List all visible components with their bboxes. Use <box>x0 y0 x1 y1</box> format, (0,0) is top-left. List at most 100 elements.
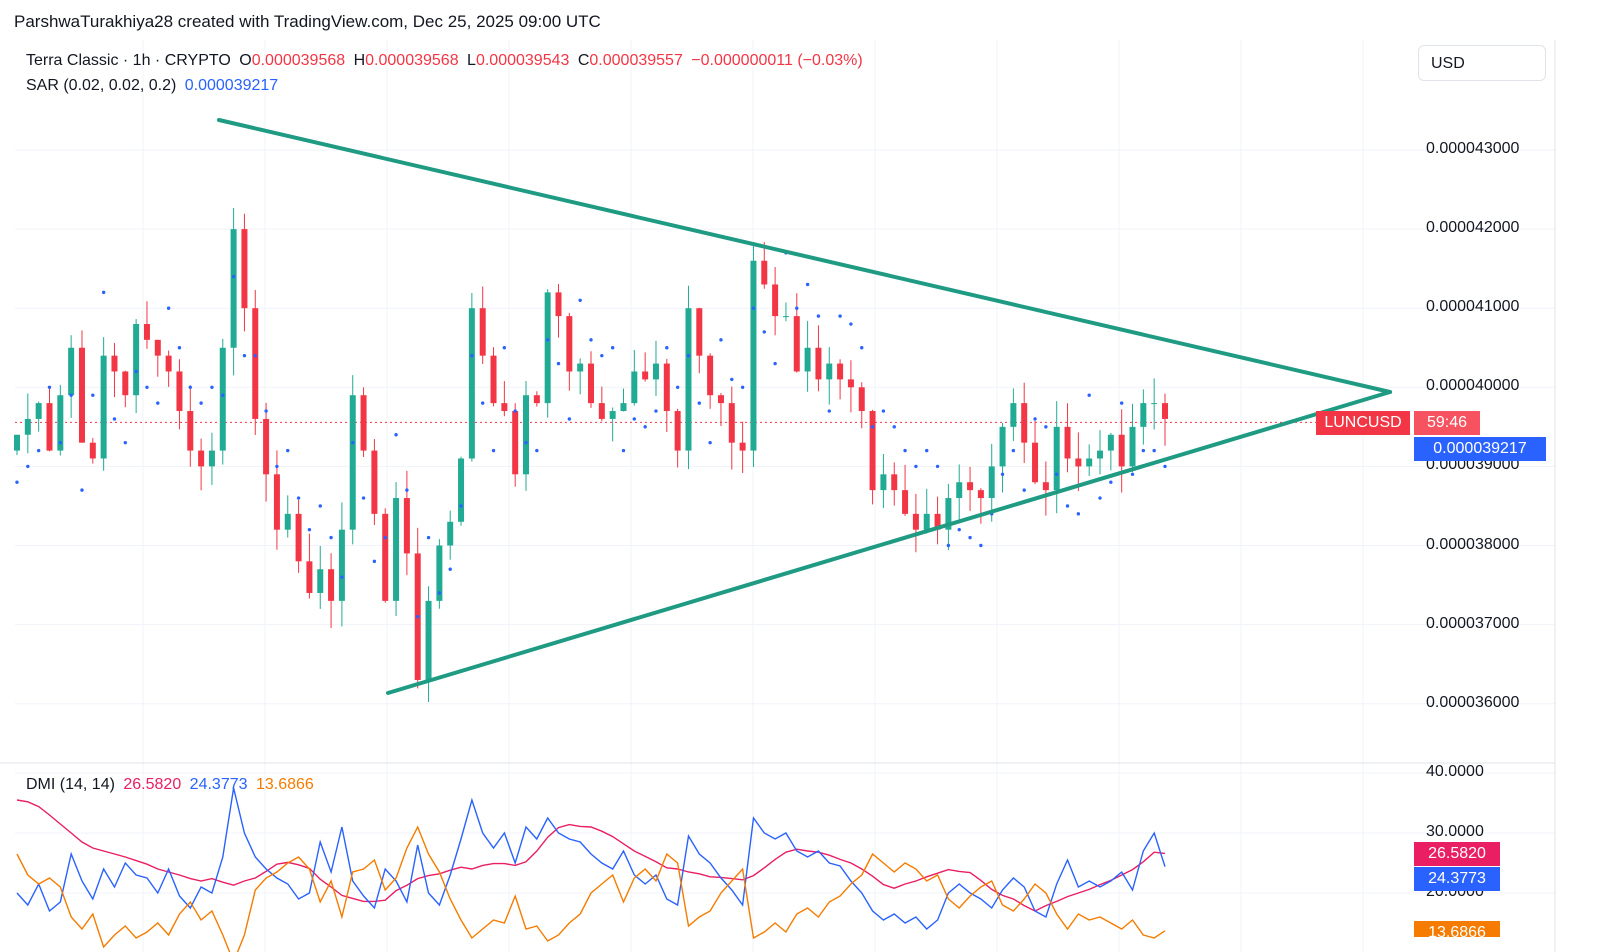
candle-body <box>458 458 465 522</box>
candle-body <box>1032 442 1039 483</box>
candle-body <box>533 395 540 404</box>
candle-body <box>328 569 335 601</box>
candle-body <box>133 324 140 396</box>
candle-body <box>988 466 995 499</box>
close-value: 0.000039557 <box>589 52 683 69</box>
sar-dot <box>26 464 30 469</box>
dmi-adx-badge: 26.5820 <box>1414 842 1500 866</box>
sar-dot <box>199 401 203 405</box>
upper-trendline[interactable] <box>217 118 1392 394</box>
sar-dot <box>480 401 485 405</box>
candle-body <box>717 395 724 404</box>
candle-body <box>544 292 551 404</box>
dmi-line-di <box>16 825 1166 952</box>
dmi-label: DMI (14, 14) <box>26 776 115 793</box>
sar-dot <box>15 480 19 484</box>
sar-dot <box>351 440 355 445</box>
candle-body <box>588 363 594 404</box>
sar-dot <box>307 527 312 532</box>
price-tick-label: 0.000042000 <box>1426 219 1520 237</box>
sar-dot <box>838 314 842 318</box>
candle-body <box>263 418 270 475</box>
sar-dot <box>935 464 940 469</box>
sar-dot <box>805 282 810 287</box>
candle-body <box>176 371 183 412</box>
sar-dot <box>221 393 225 397</box>
candle-body <box>1151 403 1158 405</box>
high-label: H <box>353 52 366 69</box>
countdown-badge: 59:46 <box>1414 411 1480 435</box>
open-label: O <box>239 52 252 69</box>
sar-dot <box>101 290 106 295</box>
candle-body <box>273 474 280 530</box>
sar-dot <box>600 353 604 358</box>
change-value: −0.000000011 (−0.03%) <box>691 52 863 69</box>
sar-dot <box>1098 496 1102 500</box>
lower-trendline[interactable] <box>386 390 1392 695</box>
close-label: C <box>577 52 590 69</box>
candle-body <box>631 371 638 404</box>
candle-body <box>1107 434 1114 451</box>
sar-dot <box>69 393 73 397</box>
candle-body <box>436 545 443 601</box>
sar-dot <box>1163 464 1167 469</box>
candle-body <box>349 395 356 530</box>
currency-selector[interactable]: USD <box>1418 45 1546 81</box>
sar-dot <box>91 393 95 397</box>
trendlines-layer[interactable] <box>217 118 1392 695</box>
candle-body <box>165 355 172 372</box>
sar-dot <box>1087 393 1091 397</box>
candle-body <box>198 450 205 467</box>
sar-price-badge: 0.000039217 <box>1414 437 1546 461</box>
high-value: 0.000039568 <box>365 52 459 69</box>
sar-dot <box>47 385 52 389</box>
candle-body <box>230 229 237 348</box>
sar-dot <box>470 353 474 358</box>
sar-dot <box>762 330 766 334</box>
candle-body <box>761 260 768 285</box>
candle-body <box>501 403 508 412</box>
candle-body <box>782 316 789 318</box>
candle-body <box>479 308 486 356</box>
sar-dot <box>394 433 398 437</box>
sar-dot <box>524 440 528 445</box>
sar-dot <box>632 417 637 421</box>
candle-body <box>403 498 410 554</box>
sar-dots-layer <box>15 251 1167 619</box>
candle-body <box>566 316 573 372</box>
sar-dot <box>1141 448 1146 453</box>
sar-dot <box>545 338 550 342</box>
sar-dot <box>112 417 117 421</box>
price-tick-label: 0.000038000 <box>1426 535 1520 553</box>
sar-dot <box>621 448 626 453</box>
sar-dot <box>795 306 799 310</box>
candle-body <box>663 363 670 412</box>
candle-body <box>425 600 432 680</box>
candle-body <box>100 355 107 459</box>
candle-body <box>696 308 703 356</box>
sar-dot <box>1152 448 1156 453</box>
candle-body <box>1053 426 1060 491</box>
dmi-adx-value: 26.5820 <box>123 776 182 793</box>
sar-dot <box>1065 504 1070 508</box>
candle-body <box>1097 450 1104 459</box>
sar-dot <box>1033 417 1037 421</box>
sar-dot <box>340 575 344 579</box>
candle-body <box>284 513 291 530</box>
candle-body <box>143 324 150 340</box>
candle-body <box>46 403 53 451</box>
candle-body <box>674 411 681 451</box>
sar-dot <box>686 353 691 358</box>
grid <box>15 40 1555 952</box>
dmi-minus-badge: 13.6866 <box>1414 921 1500 937</box>
candle-body <box>977 490 984 499</box>
sar-dot <box>437 591 442 595</box>
candle-body <box>122 371 129 396</box>
sar-dot <box>253 353 257 358</box>
candle-body <box>826 363 833 380</box>
candle-body <box>57 395 64 451</box>
sar-dot <box>665 346 669 350</box>
sar-dot <box>264 409 268 413</box>
candle-body <box>1042 482 1049 491</box>
